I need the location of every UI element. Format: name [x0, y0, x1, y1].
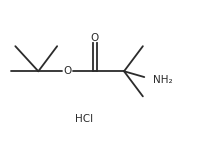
Text: O: O [63, 66, 72, 76]
Text: HCl: HCl [75, 114, 93, 124]
Text: NH₂: NH₂ [153, 75, 173, 85]
Text: O: O [91, 33, 99, 43]
